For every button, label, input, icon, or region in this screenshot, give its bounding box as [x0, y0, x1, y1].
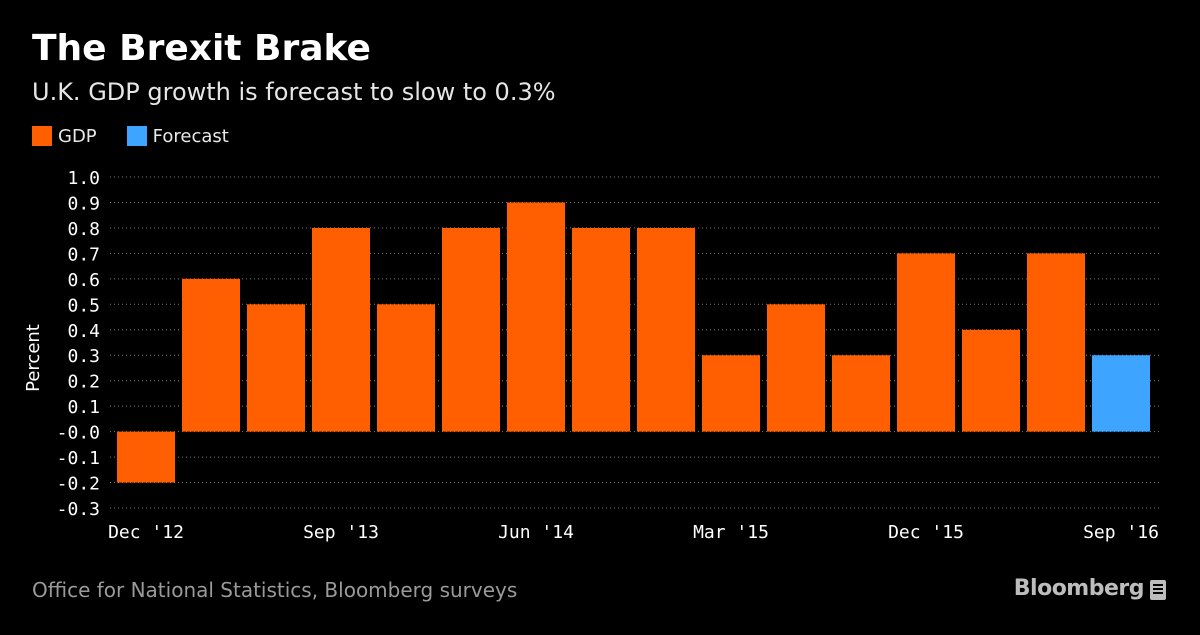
legend-label-gdp: GDP: [58, 125, 97, 147]
y-axis-label: Percent: [23, 324, 44, 392]
gdp-bar: [637, 227, 695, 432]
gdp-bar: [312, 227, 370, 432]
gdp-bar: [962, 329, 1020, 432]
gdp-bar: [572, 227, 630, 432]
y-tick-label: -0.1: [57, 448, 100, 469]
y-tick-label: 0.1: [67, 397, 100, 418]
legend-label-forecast: Forecast: [152, 125, 229, 147]
gdp-bar: [897, 253, 955, 432]
y-tick-label: -0.0: [57, 423, 100, 444]
x-tick-label: Jun '14: [498, 522, 574, 543]
gdp-bar: [767, 304, 825, 432]
x-tick-label: Mar '15: [693, 522, 769, 543]
y-tick-label: 0.6: [67, 270, 100, 291]
legend-item-forecast: Forecast: [126, 125, 229, 147]
terminal-icon: [1150, 580, 1166, 600]
gdp-bar: [377, 304, 435, 432]
x-tick-label: Sep '16: [1083, 522, 1159, 543]
legend-swatch-forecast: [126, 126, 147, 146]
y-tick-label: 0.2: [67, 372, 100, 393]
y-tick-label: 0.4: [67, 321, 100, 342]
x-tick-label: Sep '13: [303, 522, 379, 543]
y-tick-label: 0.5: [67, 295, 100, 316]
gdp-bar: [117, 431, 175, 483]
y-tick-label: -0.2: [57, 474, 100, 495]
source-note: Office for National Statistics, Bloomber…: [32, 578, 518, 602]
y-tick-label: 0.8: [67, 219, 100, 240]
legend-item-gdp: GDP: [32, 126, 97, 147]
x-tick-label: Dec '12: [108, 522, 184, 543]
chart-title: The Brexit Brake: [32, 28, 371, 69]
gdp-bar: [1027, 253, 1085, 432]
legend-swatch-gdp: [32, 126, 52, 146]
gdp-bar: [832, 355, 890, 432]
gdp-bar: [247, 304, 305, 432]
forecast-bar: [1092, 355, 1150, 432]
legend: GDP Forecast: [32, 124, 259, 148]
y-tick-label: 0.3: [67, 346, 100, 367]
y-tick-label: -0.3: [57, 499, 100, 520]
bloomberg-logo: Bloomberg: [1013, 576, 1145, 601]
gdp-bar: [182, 278, 240, 432]
y-tick-label: 0.7: [67, 244, 100, 265]
gdp-bar: [442, 227, 500, 432]
x-tick-label: Dec '15: [888, 522, 964, 543]
gdp-bar: [702, 355, 760, 432]
chart-subtitle: U.K. GDP growth is forecast to slow to 0…: [32, 78, 556, 106]
y-tick-label: 0.9: [67, 193, 100, 214]
gdp-bar: [507, 202, 565, 432]
y-tick-label: 1.0: [67, 168, 100, 189]
